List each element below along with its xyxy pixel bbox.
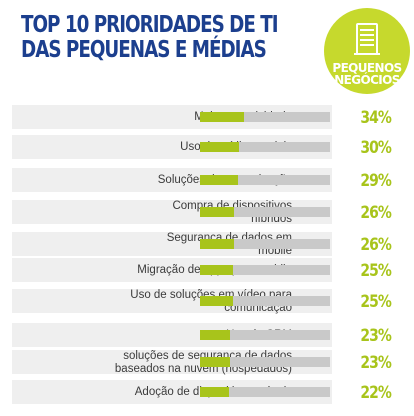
badge-label-line-2: NEGÓCIOS xyxy=(334,73,400,87)
value-label: 23% xyxy=(360,326,391,346)
badge-label-line-1: PEQUENOS xyxy=(332,61,402,75)
bar-track xyxy=(200,330,330,340)
bar-track xyxy=(200,265,330,275)
bar xyxy=(200,239,234,249)
pequenos-negocios-badge: PEQUENOS NEGÓCIOS xyxy=(324,8,410,94)
value-label: 30% xyxy=(360,138,391,158)
value-label: 26% xyxy=(360,203,391,223)
bar-track xyxy=(200,387,330,397)
bar xyxy=(200,296,233,306)
bar xyxy=(200,357,230,367)
bar-track xyxy=(200,296,330,306)
bar-track xyxy=(200,239,330,249)
bar-track xyxy=(200,142,330,152)
bar xyxy=(200,265,233,275)
title-line-1: TOP 10 PRIORIDADES DE TI xyxy=(21,10,279,38)
value-label: 22% xyxy=(360,383,391,403)
bar-track xyxy=(200,357,330,367)
value-label: 25% xyxy=(360,261,391,281)
building-icon xyxy=(354,23,380,55)
bar xyxy=(200,142,239,152)
bar-track xyxy=(200,207,330,217)
value-label: 26% xyxy=(360,235,391,255)
bar-track xyxy=(200,112,330,122)
bar xyxy=(200,387,229,397)
bar xyxy=(200,330,230,340)
value-label: 25% xyxy=(360,292,391,312)
value-label: 29% xyxy=(360,171,391,191)
value-label: 23% xyxy=(360,353,391,373)
bar xyxy=(200,112,245,122)
bar-track xyxy=(200,175,330,185)
bar xyxy=(200,207,234,217)
value-label: 34% xyxy=(360,108,391,128)
bar xyxy=(200,175,238,185)
title-line-2: DAS PEQUENAS E MÉDIAS xyxy=(21,35,267,63)
